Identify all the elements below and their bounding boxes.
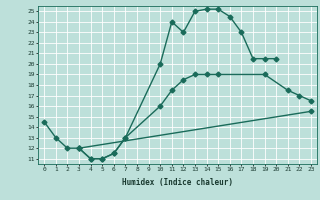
X-axis label: Humidex (Indice chaleur): Humidex (Indice chaleur) bbox=[122, 178, 233, 187]
